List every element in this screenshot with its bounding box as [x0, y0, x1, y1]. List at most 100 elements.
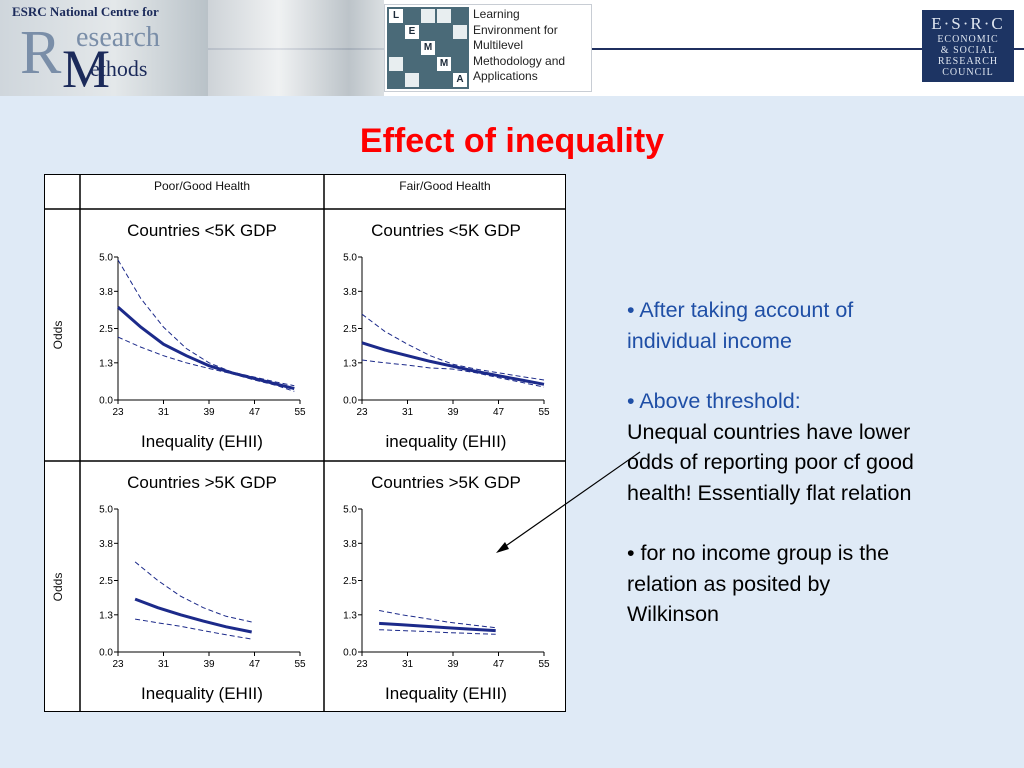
- series-lower-line: [117, 336, 295, 392]
- series-upper-line: [379, 610, 496, 629]
- y-tick-label: 2.5: [343, 576, 357, 587]
- note-text: Unequal countries have lower odds of rep…: [627, 419, 914, 505]
- y-tick-label: 1.3: [99, 358, 113, 369]
- y-tick-label: 1.3: [343, 610, 357, 621]
- y-tick-label: 2.5: [99, 576, 113, 587]
- series-estimate-line: [379, 621, 496, 633]
- series-estimate-line: [134, 597, 252, 634]
- lemma-line: Methodology and: [473, 53, 566, 68]
- y-tick-label: 1.3: [343, 358, 357, 369]
- y-tick-label: 5.0: [99, 505, 113, 516]
- x-tick-label: 39: [203, 407, 215, 418]
- ncrm-logo-methods: ethods: [90, 56, 148, 81]
- lemma-cell-e: E: [405, 25, 419, 39]
- note-paragraph: • Above threshold: Unequal countries hav…: [627, 386, 927, 508]
- ncrm-logo-top-text: ESRC National Centre for: [12, 4, 159, 19]
- series-upper-line: [134, 561, 252, 623]
- slide-header: ESRC National Centre for R esearch M eth…: [0, 0, 1024, 96]
- panel-title: Countries <5K GDP: [371, 221, 521, 240]
- lemma-logo-text: Learning Environment for Multilevel Meth…: [473, 7, 565, 85]
- lemma-line: Multilevel: [473, 38, 524, 52]
- note-paragraph: • After taking account of individual inc…: [627, 295, 927, 356]
- research-methods-logo: ESRC National Centre for R esearch M eth…: [0, 0, 208, 96]
- x-tick-label: 55: [294, 659, 306, 670]
- lemma-cell-m1: M: [421, 41, 435, 55]
- esrc-logo-line: ECONOMIC: [937, 34, 999, 45]
- lemma-cell-a: A: [453, 73, 467, 87]
- x-axis-label: Inequality (EHII): [141, 684, 263, 703]
- lemma-line: Applications: [473, 69, 538, 83]
- esrc-logo-line: RESEARCH: [937, 56, 999, 67]
- ncrm-logo-r: R: [20, 19, 62, 87]
- series-upper-line: [117, 259, 295, 387]
- y-tick-label: 1.3: [99, 610, 113, 621]
- x-tick-label: 23: [356, 659, 368, 670]
- note-text: • for no income group is the relation as…: [627, 541, 890, 626]
- x-axis-label: Inequality (EHII): [385, 684, 507, 703]
- series-upper-line: [361, 313, 545, 381]
- y-tick-label: 2.5: [99, 324, 113, 335]
- y-tick-label: 0.0: [99, 396, 113, 407]
- row-label-odds: Odds: [51, 573, 65, 602]
- lemma-line: Environment for: [473, 22, 558, 37]
- series-lower-line: [379, 629, 496, 635]
- slide-title: Effect of inequality: [359, 122, 665, 160]
- lemma-cell-l: L: [389, 9, 403, 23]
- y-tick-label: 3.8: [99, 287, 113, 298]
- x-tick-label: 31: [402, 407, 414, 418]
- x-tick-label: 47: [493, 407, 505, 418]
- esrc-logo-line: E·S·R·C: [931, 14, 1005, 33]
- x-tick-label: 23: [112, 407, 124, 418]
- lemma-line: Learning: [473, 7, 520, 21]
- lemma-cell-deco: [389, 57, 403, 71]
- y-tick-label: 2.5: [343, 324, 357, 335]
- x-tick-label: 55: [538, 659, 550, 670]
- y-tick-label: 0.0: [343, 648, 357, 659]
- series-estimate-line: [361, 341, 545, 386]
- lemma-cell-m2: M: [437, 57, 451, 71]
- y-tick-label: 3.8: [343, 539, 357, 550]
- lemma-cell-deco: [421, 9, 435, 23]
- x-tick-label: 39: [447, 407, 459, 418]
- ncrm-logo-research: esearch: [76, 22, 160, 53]
- note-highlight: • Above threshold:: [627, 389, 801, 413]
- lemma-cell-deco: [453, 25, 467, 39]
- figure-frame: [44, 174, 566, 712]
- esrc-logo: E·S·R·C ECONOMIC & SOCIAL RESEARCH COUNC…: [922, 10, 1014, 82]
- ncrm-logo-m: M: [62, 39, 111, 96]
- lemma-cell-deco: [405, 73, 419, 87]
- column-header: Poor/Good Health: [154, 179, 250, 193]
- x-tick-label: 39: [203, 659, 215, 670]
- column-header: Fair/Good Health: [399, 179, 490, 193]
- x-tick-label: 47: [249, 659, 261, 670]
- lemma-logo: L E M M A Learning Environment for Multi…: [384, 4, 592, 92]
- y-tick-label: 3.8: [343, 287, 357, 298]
- chart-grid-svg: Poor/Good Health Fair/Good Health Odds Coun…: [44, 174, 566, 712]
- y-tick-label: 5.0: [99, 253, 113, 264]
- y-tick-label: 0.0: [99, 648, 113, 659]
- x-tick-label: 23: [112, 659, 124, 670]
- x-tick-label: 55: [294, 407, 306, 418]
- x-axis-label: Inequality (EHII): [141, 432, 263, 451]
- series-lower-line: [135, 618, 252, 640]
- chart-figure: Poor/Good Health Fair/Good Health Odds Coun…: [44, 174, 566, 712]
- x-tick-label: 23: [356, 407, 368, 418]
- y-tick-label: 3.8: [99, 539, 113, 550]
- x-tick-label: 31: [158, 659, 170, 670]
- panel-title: Countries >5K GDP: [127, 473, 277, 492]
- lemma-grid-icon: L E M M A: [387, 7, 469, 89]
- y-tick-label: 0.0: [343, 396, 357, 407]
- esrc-logo-line: & SOCIAL: [940, 45, 996, 56]
- panel-title: Countries >5K GDP: [371, 473, 521, 492]
- note-highlight: • After taking account of individual inc…: [627, 298, 854, 353]
- header-photo-strip: [208, 0, 384, 96]
- note-paragraph: • for no income group is the relation as…: [627, 538, 927, 630]
- panel-title: Countries <5K GDP: [127, 221, 277, 240]
- series-lower-line: [361, 359, 545, 388]
- y-tick-label: 5.0: [343, 253, 357, 264]
- x-tick-label: 47: [493, 659, 505, 670]
- esrc-logo-line: COUNCIL: [942, 67, 994, 78]
- x-tick-label: 31: [158, 407, 170, 418]
- x-tick-label: 39: [447, 659, 459, 670]
- y-tick-label: 5.0: [343, 505, 357, 516]
